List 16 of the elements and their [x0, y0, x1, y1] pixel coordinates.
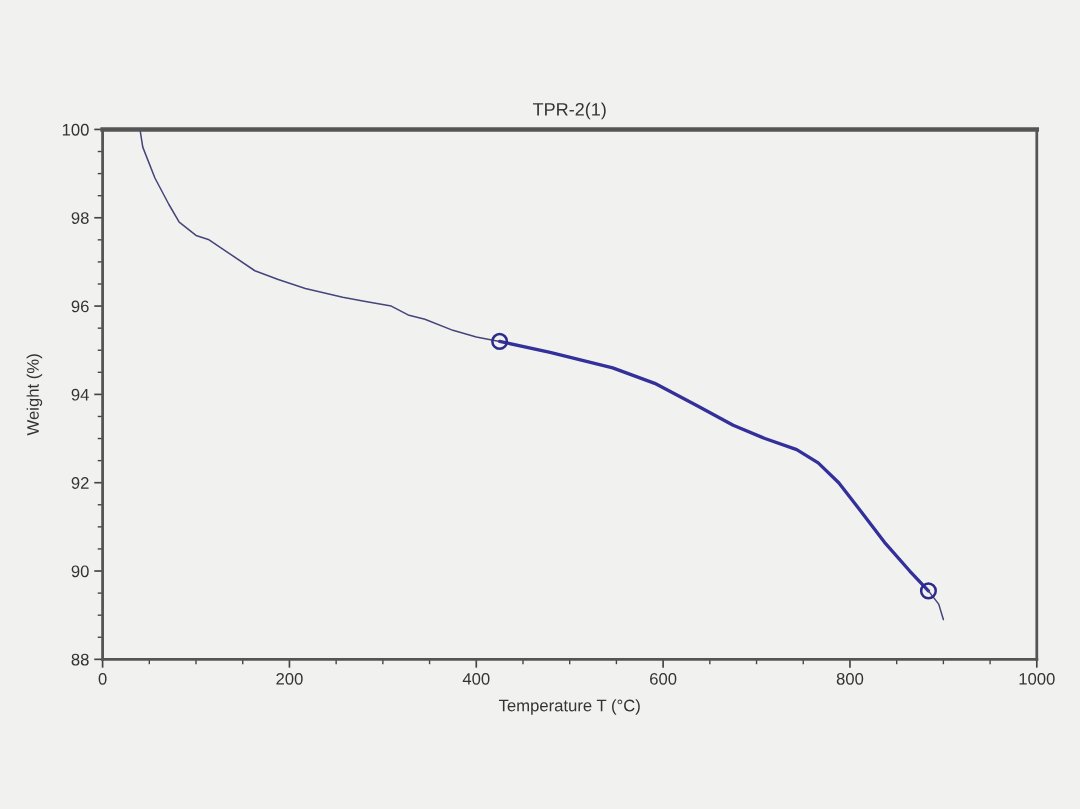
y-tick-label: 94: [71, 388, 89, 401]
y-tick-label: 98: [71, 212, 89, 224]
y-tick-label: 88: [71, 653, 89, 666]
x-tick-label: 0: [98, 672, 107, 685]
x-axis-title: Temperature T (°C): [498, 699, 640, 715]
x-tick-label: 400: [462, 672, 490, 685]
x-tick-label: 1000: [1019, 672, 1055, 685]
x-tick-label: 800: [836, 672, 864, 685]
x-tick-label: 600: [650, 672, 677, 685]
y-tick-label: 90: [71, 565, 89, 578]
x-tick-label: 200: [276, 672, 303, 685]
y-tick-label: 96: [71, 300, 89, 313]
y-tick-label: 92: [71, 477, 89, 489]
y-tick-label: 100: [62, 123, 89, 136]
chart-title: TPR-2(1): [532, 102, 606, 120]
y-axis-title: Weight (%): [26, 354, 43, 436]
